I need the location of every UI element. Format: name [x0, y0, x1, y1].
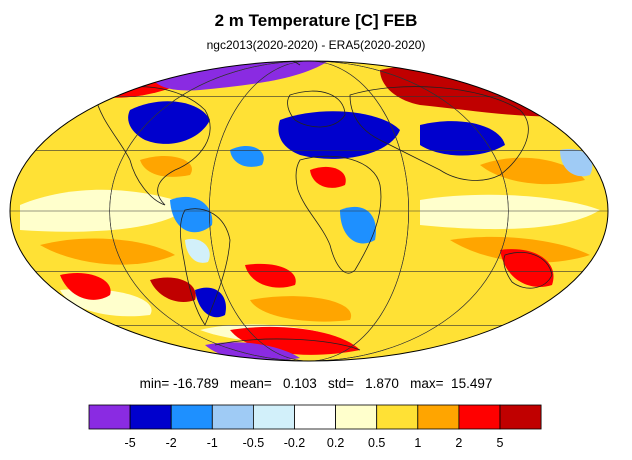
- anomaly-region: [480, 157, 585, 185]
- anomaly-region: [245, 263, 296, 288]
- colorbar-swatch: [211, 404, 254, 430]
- coastline: [179, 208, 231, 326]
- anomaly-region: [310, 166, 346, 188]
- anomaly-region: [420, 194, 600, 230]
- colorbar-swatch: [417, 404, 460, 430]
- anomaly-region: [250, 296, 352, 322]
- coastlines: [94, 61, 553, 351]
- longitude-line: [109, 61, 509, 361]
- anomaly-region: [40, 238, 175, 265]
- globe-outline: [9, 60, 609, 362]
- anomaly-region: [140, 155, 192, 177]
- anomaly-region: [340, 206, 376, 244]
- chart-subtitle: ngc2013(2020-2020) - ERA5(2020-2020): [207, 38, 426, 52]
- colorbar-swatch: [458, 404, 501, 430]
- coastline: [287, 90, 346, 128]
- colorbar: -5 -2 -1 -0.5 -0.2 0.2 0.5 1 2 5: [88, 404, 542, 450]
- coastline: [214, 61, 361, 351]
- colorbar-swatch: [129, 404, 172, 430]
- colorbar-swatch: [376, 404, 419, 430]
- colorbar-tick-label: -5: [125, 436, 136, 450]
- colorbar-swatch: [170, 404, 213, 430]
- graticule: [10, 61, 608, 361]
- coastline: [295, 155, 382, 274]
- colorbar-tick-label: -1: [207, 436, 218, 450]
- anomaly-region: [420, 121, 505, 156]
- anomaly-region: [128, 101, 210, 144]
- chart-title: 2 m Temperature [C] FEB: [215, 11, 418, 30]
- anomaly-region: [195, 287, 226, 318]
- anomaly-region: [500, 249, 554, 287]
- anomaly-region: [150, 277, 196, 302]
- coastline: [503, 251, 553, 289]
- anomaly-region: [560, 149, 593, 177]
- colorbar-swatch: [294, 404, 336, 430]
- colorbar-swatch: [335, 404, 378, 430]
- anomaly-region: [278, 111, 400, 159]
- colorbar-swatch: [88, 404, 131, 430]
- colorbar-tick-label: -0.5: [243, 436, 265, 450]
- coastline: [94, 86, 211, 206]
- map-area: [9, 60, 609, 362]
- colorbar-tick-label: 0.5: [368, 436, 385, 450]
- anomaly-region: [60, 272, 111, 300]
- colorbar-swatch: [499, 404, 542, 430]
- anomaly-region: [230, 145, 264, 167]
- coastline: [349, 86, 529, 181]
- colorbar-tick-label: 5: [497, 436, 504, 450]
- anomaly-region: [185, 238, 210, 263]
- colorbar-tick-label: 2: [455, 436, 462, 450]
- colorbar-tick-label: -0.2: [284, 436, 306, 450]
- stats-text: min= -16.789 mean= 0.103 std= 1.870 max=…: [140, 376, 493, 391]
- colorbar-tick-label: -2: [166, 436, 177, 450]
- colorbar-tick-label: 1: [414, 436, 421, 450]
- longitude-line: [209, 61, 409, 361]
- colorbar-tick-label: 0.2: [327, 436, 344, 450]
- colorbar-swatch: [252, 404, 295, 430]
